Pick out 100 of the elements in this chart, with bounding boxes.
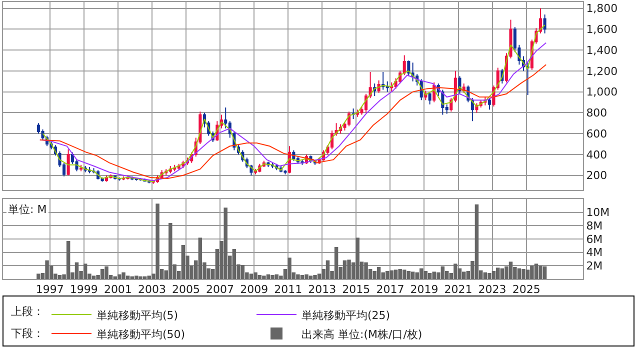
- bar: [74, 262, 79, 279]
- candlestick: [80, 164, 83, 172]
- bar: [492, 271, 496, 279]
- bar: [36, 274, 40, 279]
- bar: [508, 262, 513, 279]
- bar: [474, 204, 479, 279]
- y-tick-label: 1,000: [586, 86, 618, 99]
- bar: [376, 267, 381, 279]
- bar: [356, 238, 360, 279]
- bar: [542, 266, 547, 279]
- bar: [517, 268, 522, 279]
- bar: [390, 270, 394, 279]
- bar: [249, 274, 254, 279]
- bar: [526, 270, 530, 279]
- candlestick: [368, 71, 372, 99]
- candlestick: [509, 19, 512, 59]
- bar: [483, 272, 488, 279]
- candlestick: [526, 62, 530, 96]
- y-tick-label: 800: [586, 106, 608, 120]
- x-tick-label: 1997: [36, 283, 64, 296]
- bar: [538, 266, 542, 279]
- bar: [342, 260, 347, 279]
- candlestick: [543, 14, 546, 34]
- candlestick: [470, 98, 474, 122]
- y-tick-label: 1,400: [586, 44, 618, 57]
- bar: [66, 241, 70, 279]
- bar: [313, 275, 317, 279]
- x-tick-label: 2015: [342, 283, 370, 296]
- legend-label: 単純移動平均(5): [96, 308, 178, 322]
- y-tick-label: 1,200: [586, 64, 618, 78]
- y-tick-label: 400: [586, 148, 608, 162]
- bar: [296, 274, 300, 279]
- x-tick-label: 2003: [138, 283, 166, 296]
- x-tick-label: 1999: [70, 283, 98, 296]
- bar: [240, 265, 245, 279]
- bar: [496, 268, 500, 279]
- candlestick: [377, 80, 380, 94]
- bar: [254, 272, 258, 279]
- bar: [308, 276, 313, 279]
- x-tick-label: 2013: [308, 283, 336, 296]
- bar: [440, 266, 445, 279]
- legend-label: 単純移動平均(50): [96, 328, 186, 341]
- y-tick-label: 6M: [586, 232, 603, 246]
- candlestick: [352, 108, 355, 120]
- candlestick: [411, 62, 414, 82]
- y-tick-label: 8M: [586, 220, 603, 233]
- bar: [274, 274, 279, 279]
- y-tick-label: 200: [586, 169, 608, 182]
- bar: [181, 245, 186, 279]
- bar: [326, 260, 330, 279]
- y-tick-label: 4M: [586, 246, 603, 260]
- annotation: 単位: M: [8, 203, 47, 216]
- bar: [262, 276, 266, 279]
- x-tick-label: 2023: [478, 283, 506, 296]
- candlestick: [284, 170, 287, 175]
- bar: [410, 272, 415, 279]
- bar: [500, 268, 504, 279]
- bar: [232, 249, 236, 279]
- bar: [462, 272, 466, 279]
- x-tick-label: 2011: [274, 283, 302, 296]
- bar: [104, 266, 108, 279]
- bar: [334, 247, 338, 279]
- bar: [288, 258, 292, 279]
- y-tick-label: 1,600: [586, 23, 618, 36]
- bar: [522, 269, 526, 279]
- bar: [372, 271, 376, 279]
- bar: [304, 274, 308, 279]
- y-tick-label: 2M: [586, 260, 603, 273]
- x-tick-label: 2007: [206, 283, 234, 296]
- bar: [266, 274, 270, 279]
- candlestick: [390, 82, 394, 92]
- bar: [270, 275, 274, 279]
- bar: [100, 269, 104, 279]
- line-series: [39, 64, 547, 180]
- x-tick-label: 2005: [172, 283, 200, 296]
- y-tick-label: 1,800: [586, 2, 618, 16]
- bar: [428, 273, 432, 279]
- bar: [454, 264, 458, 279]
- bar: [406, 271, 411, 279]
- bar: [300, 275, 304, 279]
- bar: [415, 272, 419, 279]
- bar: [198, 238, 202, 279]
- x-tick-label: 2001: [104, 283, 132, 296]
- text: 下段：: [11, 327, 44, 340]
- bar: [92, 276, 96, 279]
- bar: [364, 262, 368, 279]
- bar: [398, 269, 402, 279]
- bar: [168, 223, 172, 279]
- bar: [156, 204, 160, 279]
- y-tick-label: 600: [586, 127, 608, 140]
- legend-label: 出来高 単位:(M株/口/枚): [302, 328, 422, 341]
- x-tick-label: 2025: [512, 283, 540, 296]
- x-tick-label: 2017: [376, 283, 404, 296]
- x-tick-label: 2019: [410, 283, 438, 296]
- bar: [488, 273, 492, 279]
- text: 上段：: [11, 305, 44, 318]
- x-tick-label: 2021: [444, 283, 472, 296]
- candlestick: [488, 98, 491, 110]
- candlestick: [356, 109, 360, 118]
- bar: [424, 271, 428, 279]
